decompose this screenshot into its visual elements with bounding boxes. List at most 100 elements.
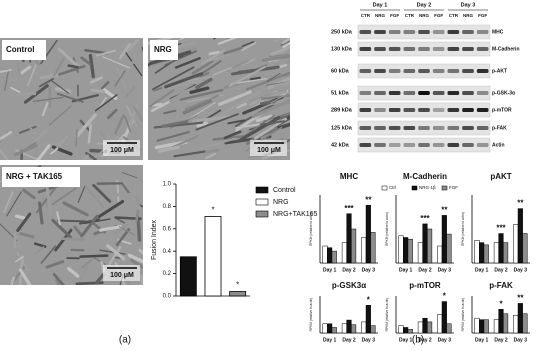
bar bbox=[365, 305, 371, 334]
cell bbox=[51, 218, 73, 239]
bar bbox=[513, 224, 519, 264]
band bbox=[432, 47, 445, 51]
band bbox=[403, 108, 416, 112]
legend-swatch bbox=[381, 185, 388, 191]
cell bbox=[58, 64, 86, 76]
cell bbox=[266, 72, 281, 82]
bar bbox=[483, 244, 489, 264]
cell bbox=[138, 264, 143, 271]
cell bbox=[16, 61, 22, 77]
y-axis-label: RPKM (relative to actin) bbox=[309, 298, 313, 332]
label-box bbox=[2, 167, 80, 187]
panel-label: (a) bbox=[119, 335, 131, 346]
cell bbox=[98, 225, 122, 232]
cell bbox=[152, 87, 163, 92]
bar bbox=[407, 238, 413, 264]
cell bbox=[205, 152, 216, 160]
cell bbox=[240, 41, 257, 52]
cell bbox=[195, 77, 213, 90]
lane-label: CTR bbox=[361, 13, 371, 18]
cell bbox=[135, 209, 140, 223]
legend-label: FGF bbox=[449, 185, 458, 190]
cell bbox=[227, 119, 246, 125]
cell bbox=[57, 47, 82, 70]
cell bbox=[270, 45, 290, 56]
bar bbox=[437, 245, 443, 264]
cell bbox=[13, 233, 17, 249]
bar bbox=[322, 323, 328, 334]
cell bbox=[10, 86, 21, 93]
cell bbox=[0, 149, 9, 160]
significance: *** bbox=[496, 224, 506, 233]
bar bbox=[422, 317, 428, 334]
cell bbox=[191, 59, 214, 75]
band bbox=[476, 126, 489, 130]
cell bbox=[236, 102, 248, 109]
cell bbox=[75, 128, 78, 147]
y-tick-label: 0.4 bbox=[163, 249, 172, 255]
label-box bbox=[150, 40, 178, 60]
bar bbox=[398, 325, 404, 334]
cell bbox=[13, 143, 38, 157]
cell bbox=[268, 53, 290, 58]
cell bbox=[80, 259, 93, 269]
cell bbox=[89, 76, 104, 84]
bar bbox=[522, 233, 528, 264]
micrograph-label: Control bbox=[6, 45, 34, 54]
cell bbox=[273, 114, 290, 122]
bar bbox=[427, 228, 433, 264]
bar bbox=[407, 329, 413, 334]
cell bbox=[223, 46, 243, 55]
cell bbox=[270, 91, 290, 104]
cell bbox=[95, 49, 117, 57]
bar bbox=[474, 240, 480, 264]
cell bbox=[260, 94, 290, 100]
bar bbox=[498, 309, 504, 334]
x-tick-label: Day 2 bbox=[418, 337, 432, 343]
significance: ** bbox=[365, 195, 372, 204]
band bbox=[447, 108, 460, 112]
cell bbox=[14, 214, 27, 220]
legend-label: Control bbox=[273, 187, 296, 194]
chart-title: pAKT bbox=[490, 172, 511, 181]
cell bbox=[19, 232, 35, 239]
cell bbox=[115, 228, 131, 247]
cell bbox=[35, 141, 64, 147]
band bbox=[388, 69, 401, 73]
bar bbox=[517, 208, 523, 264]
band bbox=[359, 91, 372, 95]
cell bbox=[80, 56, 92, 66]
cell bbox=[77, 143, 92, 149]
cell bbox=[60, 237, 86, 241]
cell bbox=[241, 58, 256, 66]
band bbox=[476, 30, 489, 34]
cell bbox=[285, 73, 290, 77]
cell bbox=[27, 125, 39, 138]
band bbox=[374, 126, 386, 130]
y-tick-label: 0.0 bbox=[163, 294, 172, 300]
bar bbox=[322, 245, 328, 264]
cell bbox=[40, 245, 57, 264]
cell bbox=[271, 47, 290, 57]
band bbox=[388, 126, 401, 130]
cell bbox=[272, 38, 290, 42]
cell bbox=[45, 260, 65, 269]
legend-swatch bbox=[255, 186, 269, 194]
cell bbox=[125, 85, 136, 99]
band bbox=[388, 143, 401, 147]
scale-box bbox=[250, 140, 287, 156]
band bbox=[418, 47, 430, 51]
cell bbox=[19, 65, 32, 75]
cell bbox=[75, 281, 104, 285]
cell bbox=[199, 72, 210, 78]
bar bbox=[417, 242, 423, 264]
y-tick-label: 1.0 bbox=[163, 182, 172, 188]
bar bbox=[341, 323, 347, 334]
cell bbox=[208, 50, 220, 56]
bar bbox=[331, 327, 337, 334]
band bbox=[432, 143, 445, 147]
cell bbox=[6, 191, 22, 217]
band bbox=[432, 30, 445, 34]
cell bbox=[114, 114, 125, 135]
band bbox=[403, 143, 416, 147]
